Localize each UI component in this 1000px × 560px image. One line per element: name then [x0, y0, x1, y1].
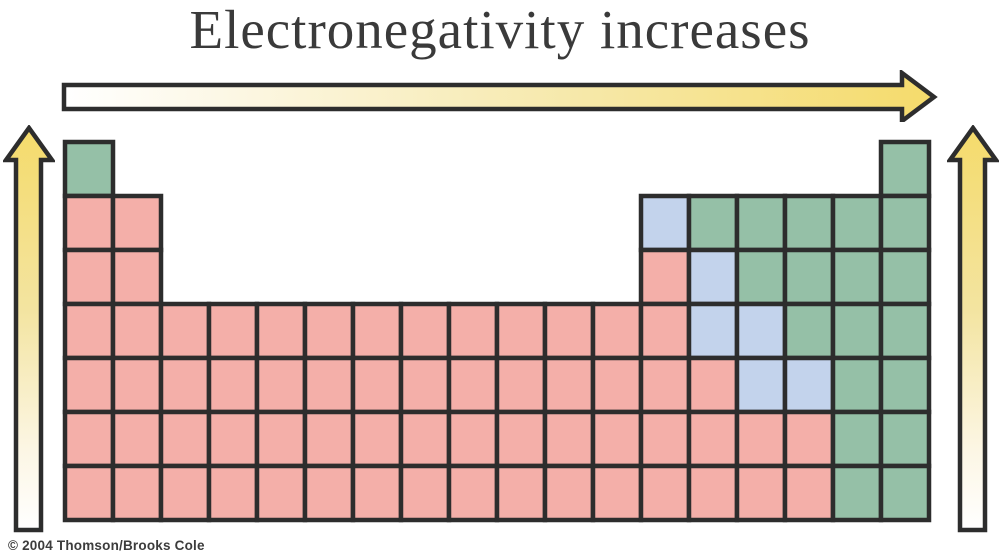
- element-cell-metal-period5-group4: [206, 355, 260, 415]
- element-cell-nonmetal-period2-group17: [830, 193, 884, 253]
- element-cell-metal-period5-group14: [686, 355, 740, 415]
- element-cell-metal-period3-group1: [62, 247, 116, 307]
- element-cell-metalloid-period3-group14: [686, 247, 740, 307]
- element-cell-metalloid-period4-group14: [686, 301, 740, 361]
- up-arrow-right-icon: [947, 125, 999, 533]
- element-cell-metal-period4-group12: [590, 301, 644, 361]
- element-cell-metal-period6-group10: [494, 409, 548, 469]
- element-cell-metal-period7-group9: [446, 463, 500, 523]
- up-arrow-left-icon: [3, 125, 55, 533]
- element-cell-metal-period6-group12: [590, 409, 644, 469]
- element-cell-metalloid-period5-group16: [782, 355, 836, 415]
- element-cell-metal-period6-group9: [446, 409, 500, 469]
- element-cell-metal-period6-group7: [350, 409, 404, 469]
- element-cell-metal-period4-group2: [110, 301, 164, 361]
- element-cell-nonmetal-period2-group16: [782, 193, 836, 253]
- element-cell-metal-period7-group14: [686, 463, 740, 523]
- element-cell-metal-period4-group6: [302, 301, 356, 361]
- element-cell-metal-period4-group10: [494, 301, 548, 361]
- element-cell-metal-period6-group14: [686, 409, 740, 469]
- element-cell-nonmetal-period3-group15: [734, 247, 788, 307]
- element-cell-metal-period6-group11: [542, 409, 596, 469]
- element-cell-metal-period6-group5: [254, 409, 308, 469]
- element-cell-metal-period7-group10: [494, 463, 548, 523]
- element-cell-metal-period5-group10: [494, 355, 548, 415]
- element-cell-metal-period7-group11: [542, 463, 596, 523]
- element-cell-metal-period7-group6: [302, 463, 356, 523]
- element-cell-metal-period7-group3: [158, 463, 212, 523]
- element-cell-metal-period5-group3: [158, 355, 212, 415]
- element-cell-metal-period5-group13: [638, 355, 692, 415]
- element-cell-metal-period6-group16: [782, 409, 836, 469]
- element-cell-metalloid-period5-group15: [734, 355, 788, 415]
- element-cell-metal-period5-group7: [350, 355, 404, 415]
- element-cell-nonmetal-period3-group18: [878, 247, 932, 307]
- element-cell-nonmetal-period7-group17: [830, 463, 884, 523]
- element-cell-metal-period7-group8: [398, 463, 452, 523]
- element-cell-nonmetal-period2-group14: [686, 193, 740, 253]
- element-cell-metal-period7-group7: [350, 463, 404, 523]
- element-cell-nonmetal-period1-group18: [878, 139, 932, 199]
- element-cell-nonmetal-period3-group17: [830, 247, 884, 307]
- element-cell-metal-period2-group1: [62, 193, 116, 253]
- right-arrow-icon: [61, 70, 938, 122]
- element-cell-nonmetal-period2-group18: [878, 193, 932, 253]
- element-cell-metal-period7-group5: [254, 463, 308, 523]
- element-cell-metal-period6-group4: [206, 409, 260, 469]
- element-cell-metal-period6-group6: [302, 409, 356, 469]
- element-cell-metal-period7-group16: [782, 463, 836, 523]
- element-cell-metal-period7-group15: [734, 463, 788, 523]
- element-cell-metal-period5-group6: [302, 355, 356, 415]
- element-cell-nonmetal-period6-group17: [830, 409, 884, 469]
- element-cell-nonmetal-period2-group15: [734, 193, 788, 253]
- element-cell-metal-period6-group1: [62, 409, 116, 469]
- element-cell-metal-period6-group8: [398, 409, 452, 469]
- element-cell-metal-period4-group9: [446, 301, 500, 361]
- element-cell-metalloid-period2-group13: [638, 193, 692, 253]
- element-cell-metal-period5-group8: [398, 355, 452, 415]
- element-cell-metal-period4-group4: [206, 301, 260, 361]
- element-cell-metal-period5-group12: [590, 355, 644, 415]
- element-cell-metal-period4-group7: [350, 301, 404, 361]
- element-cell-metal-period7-group4: [206, 463, 260, 523]
- element-cell-nonmetal-period5-group18: [878, 355, 932, 415]
- element-cell-metal-period6-group3: [158, 409, 212, 469]
- element-cell-nonmetal-period1-group1: [62, 139, 116, 199]
- figure-title: Electronegativity increases: [189, 0, 811, 60]
- element-cell-metal-period7-group13: [638, 463, 692, 523]
- element-cell-metal-period4-group11: [542, 301, 596, 361]
- element-cell-metal-period6-group2: [110, 409, 164, 469]
- element-cell-metal-period4-group1: [62, 301, 116, 361]
- element-cell-metal-period4-group3: [158, 301, 212, 361]
- element-cell-metal-period6-group13: [638, 409, 692, 469]
- element-cell-nonmetal-period5-group17: [830, 355, 884, 415]
- element-cell-metal-period5-group9: [446, 355, 500, 415]
- element-cell-nonmetal-period4-group17: [830, 301, 884, 361]
- element-cell-metal-period3-group2: [110, 247, 164, 307]
- element-cell-metal-period7-group2: [110, 463, 164, 523]
- element-cell-metal-period4-group8: [398, 301, 452, 361]
- element-cell-metal-period5-group11: [542, 355, 596, 415]
- element-cell-metal-period3-group13: [638, 247, 692, 307]
- element-cell-metal-period6-group15: [734, 409, 788, 469]
- element-cell-metal-period4-group5: [254, 301, 308, 361]
- element-cell-metal-period7-group1: [62, 463, 116, 523]
- element-cell-metal-period2-group2: [110, 193, 164, 253]
- element-cell-metal-period7-group12: [590, 463, 644, 523]
- element-cell-metalloid-period4-group15: [734, 301, 788, 361]
- element-cell-metal-period4-group13: [638, 301, 692, 361]
- element-cell-nonmetal-period7-group18: [878, 463, 932, 523]
- element-cell-nonmetal-period4-group16: [782, 301, 836, 361]
- element-cell-metal-period5-group5: [254, 355, 308, 415]
- element-cell-nonmetal-period6-group18: [878, 409, 932, 469]
- element-cell-nonmetal-period3-group16: [782, 247, 836, 307]
- element-cell-metal-period5-group1: [62, 355, 116, 415]
- copyright-credit: © 2004 Thomson/Brooks Cole: [8, 538, 205, 553]
- periodic-table-grid: [62, 139, 932, 523]
- element-cell-nonmetal-period4-group18: [878, 301, 932, 361]
- element-cell-metal-period5-group2: [110, 355, 164, 415]
